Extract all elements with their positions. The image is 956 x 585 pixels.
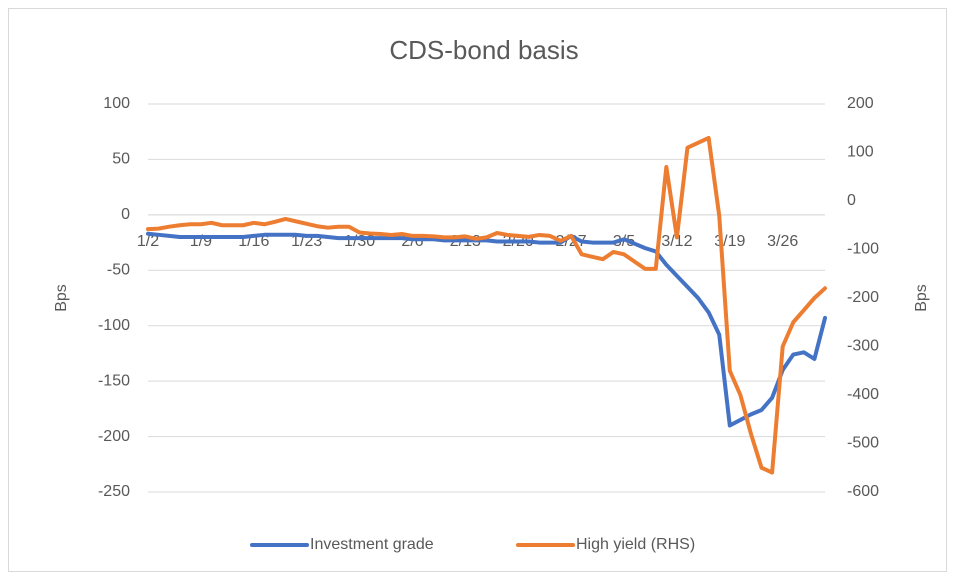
y2-axis-title: Bps [913,284,930,312]
y2-tick-label: -400 [847,386,879,403]
y-tick-label: -200 [98,428,130,445]
x-tick-label: 1/2 [137,233,159,250]
y2-tick-label: 0 [847,192,856,209]
y-tick-label: -150 [98,372,130,389]
legend-label: High yield (RHS) [576,536,695,553]
y-tick-label: -100 [98,317,130,334]
legend-label: Investment grade [310,536,434,553]
x-tick-label: 3/12 [661,233,692,250]
y-tick-label: -50 [107,262,130,279]
x-tick-label: 3/26 [767,233,798,250]
x-tick-label: 1/30 [344,233,375,250]
y-tick-label: 100 [103,95,130,112]
series-line [146,135,827,475]
y2-tick-label: 200 [847,95,874,112]
y-tick-label: 50 [112,151,130,168]
y-axis-title: Bps [53,284,70,312]
y-tick-label: 0 [121,206,130,223]
y2-tick-label: -200 [847,289,879,306]
y2-tick-label: -300 [847,338,879,355]
series-line [146,231,827,428]
chart-frame [8,8,947,572]
y2-tick-label: -100 [847,241,879,258]
chart-title: CDS-bond basis [389,35,578,65]
x-tick-label: 3/5 [613,233,635,250]
y-tick-label: -250 [98,483,130,500]
y2-tick-label: -500 [847,435,879,452]
y2-tick-label: 100 [847,144,874,161]
y2-tick-label: -600 [847,483,879,500]
